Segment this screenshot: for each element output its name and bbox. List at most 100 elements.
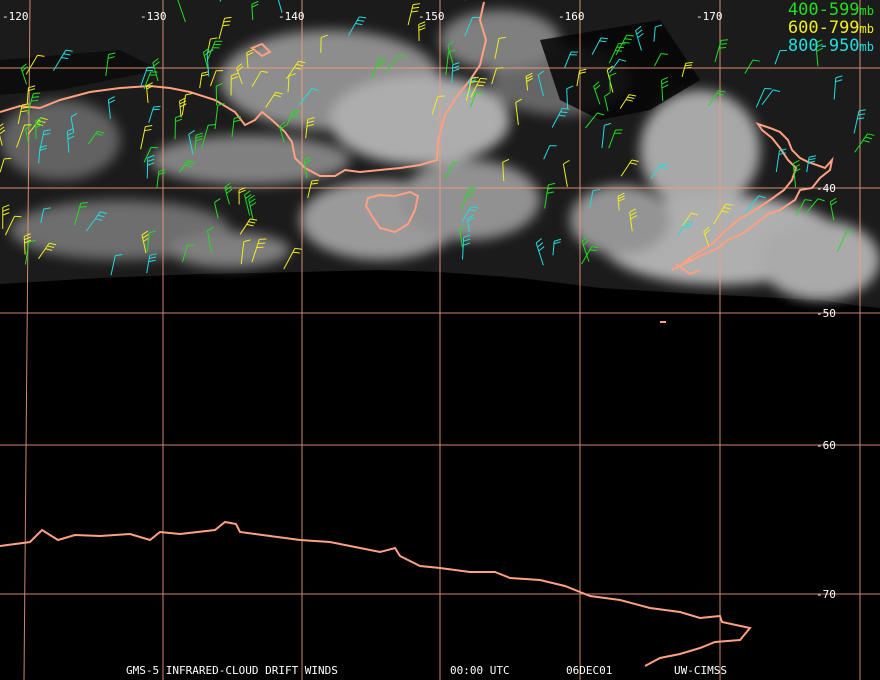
wind-barb-flag bbox=[690, 212, 698, 216]
wind-barb-flag bbox=[635, 25, 642, 31]
wind-barb-flag bbox=[158, 169, 166, 172]
wind-barb-flag bbox=[67, 131, 75, 136]
wind-barb-flag bbox=[184, 164, 192, 168]
wind-barb-flag bbox=[14, 215, 22, 218]
wind-barb bbox=[805, 198, 819, 214]
wind-barb-flag bbox=[35, 124, 43, 128]
wind-barb-flag bbox=[655, 24, 663, 28]
wind-barb-flag bbox=[32, 96, 40, 98]
wind-barb-flag bbox=[95, 133, 103, 136]
wind-barb-flag bbox=[80, 202, 88, 204]
wind-barb-flag bbox=[306, 123, 314, 127]
wind-barb-flag bbox=[246, 51, 254, 56]
wind-barb-flag bbox=[752, 59, 760, 62]
wind-barb-flag bbox=[637, 33, 644, 39]
wind-barb-flag bbox=[146, 85, 154, 90]
wind-barb-flag bbox=[207, 226, 214, 232]
wind-barb-flag bbox=[685, 220, 693, 223]
wind-barb bbox=[601, 125, 605, 148]
wind-barb-flag bbox=[723, 207, 731, 210]
wind-barb-flag bbox=[629, 211, 637, 217]
wind-barb-flag bbox=[808, 155, 817, 158]
wind-barb-flag bbox=[600, 37, 609, 40]
lon-label: -150 bbox=[418, 10, 445, 23]
wind-barb-flag bbox=[858, 109, 866, 112]
wind-barb-flag bbox=[97, 214, 105, 218]
wind-barb bbox=[604, 96, 609, 112]
source-label: UW-CIMSS bbox=[674, 664, 727, 677]
wind-barb-flag bbox=[25, 124, 32, 130]
wind-barb-flag bbox=[704, 229, 711, 235]
wind-barb-flag bbox=[412, 6, 420, 9]
wind-barb-flag bbox=[604, 122, 612, 126]
wind-barb-flag bbox=[830, 200, 838, 206]
wind-barb-flag bbox=[463, 242, 471, 246]
wind-barb-flag bbox=[142, 233, 149, 239]
wind-barb-flag bbox=[273, 94, 281, 98]
wind-barb-flag bbox=[593, 81, 600, 87]
wind-barb-flag bbox=[447, 41, 454, 47]
wind-barb bbox=[585, 112, 598, 129]
wind-barb-flag bbox=[562, 107, 570, 110]
wind-barb-flag bbox=[47, 245, 55, 249]
wind-barb-flag bbox=[146, 82, 153, 87]
wind-barb-flag bbox=[292, 251, 300, 254]
wind-barb-flag bbox=[467, 214, 474, 219]
footer-caption: GMS-5 INFRARED-CLOUD DRIFT WINDS 00:00 U… bbox=[0, 664, 880, 678]
wind-barb bbox=[240, 241, 245, 265]
wind-barb-flag bbox=[553, 241, 561, 245]
wind-barb-flag bbox=[304, 159, 312, 164]
wind-barb bbox=[431, 96, 439, 115]
wind-barb-flag bbox=[627, 96, 635, 100]
wind-barb-flag bbox=[148, 230, 156, 234]
wind-barb bbox=[566, 88, 569, 109]
wind-barb bbox=[469, 92, 477, 108]
wind-barb-flag bbox=[773, 89, 781, 93]
wind-barb-flag bbox=[684, 66, 692, 69]
wind-barb-flag bbox=[718, 46, 726, 49]
wind-barb-flag bbox=[619, 58, 627, 62]
wind-barb bbox=[445, 51, 450, 76]
wind-barb-flag bbox=[480, 77, 488, 80]
wind-barb bbox=[201, 125, 209, 148]
wind-barb-flag bbox=[208, 124, 216, 126]
wind-barb-flag bbox=[683, 226, 691, 229]
wind-barb bbox=[25, 128, 30, 145]
wind-barb-flag bbox=[35, 120, 43, 125]
wind-barb bbox=[110, 255, 116, 276]
wind-barb bbox=[251, 70, 262, 87]
wind-barb-flag bbox=[725, 203, 733, 206]
wind-barb-flag bbox=[21, 106, 29, 109]
wind-barb-flag bbox=[175, 118, 183, 123]
wind-barb bbox=[447, 45, 454, 64]
wind-barb-flag bbox=[452, 62, 460, 66]
wind-barb-flag bbox=[463, 234, 471, 238]
lon-label: -170 bbox=[696, 10, 723, 23]
wind-barb-flag bbox=[108, 99, 116, 104]
coastline bbox=[0, 1, 834, 667]
wind-barb-flag bbox=[599, 40, 607, 43]
wind-barb-flag bbox=[816, 47, 824, 52]
wind-barb-flag bbox=[355, 23, 363, 26]
wind-barb bbox=[4, 215, 15, 236]
wind-barb bbox=[682, 212, 692, 227]
wind-barb-flag bbox=[152, 108, 160, 111]
wind-barb-flag bbox=[148, 259, 156, 263]
wind-barb-flag bbox=[31, 99, 39, 102]
wind-barb bbox=[287, 75, 290, 93]
wind-barb bbox=[181, 245, 188, 263]
wind-barb-flag bbox=[195, 132, 203, 136]
wind-barb-flag bbox=[238, 187, 246, 191]
wind-barb-flag bbox=[526, 77, 534, 82]
wind-barb-flag bbox=[779, 148, 787, 152]
wind-barb-flag bbox=[865, 136, 873, 140]
wind-barb-flag bbox=[39, 145, 47, 148]
wind-barb-flag bbox=[515, 98, 523, 103]
wind-barb-flag bbox=[296, 63, 304, 67]
wind-barb-flag bbox=[597, 112, 605, 116]
wind-barb-flag bbox=[660, 53, 668, 55]
wind-barb-flag bbox=[718, 90, 726, 93]
wind-barb bbox=[459, 229, 463, 248]
wind-barb-flag bbox=[548, 182, 556, 186]
wind-barb bbox=[774, 50, 781, 65]
